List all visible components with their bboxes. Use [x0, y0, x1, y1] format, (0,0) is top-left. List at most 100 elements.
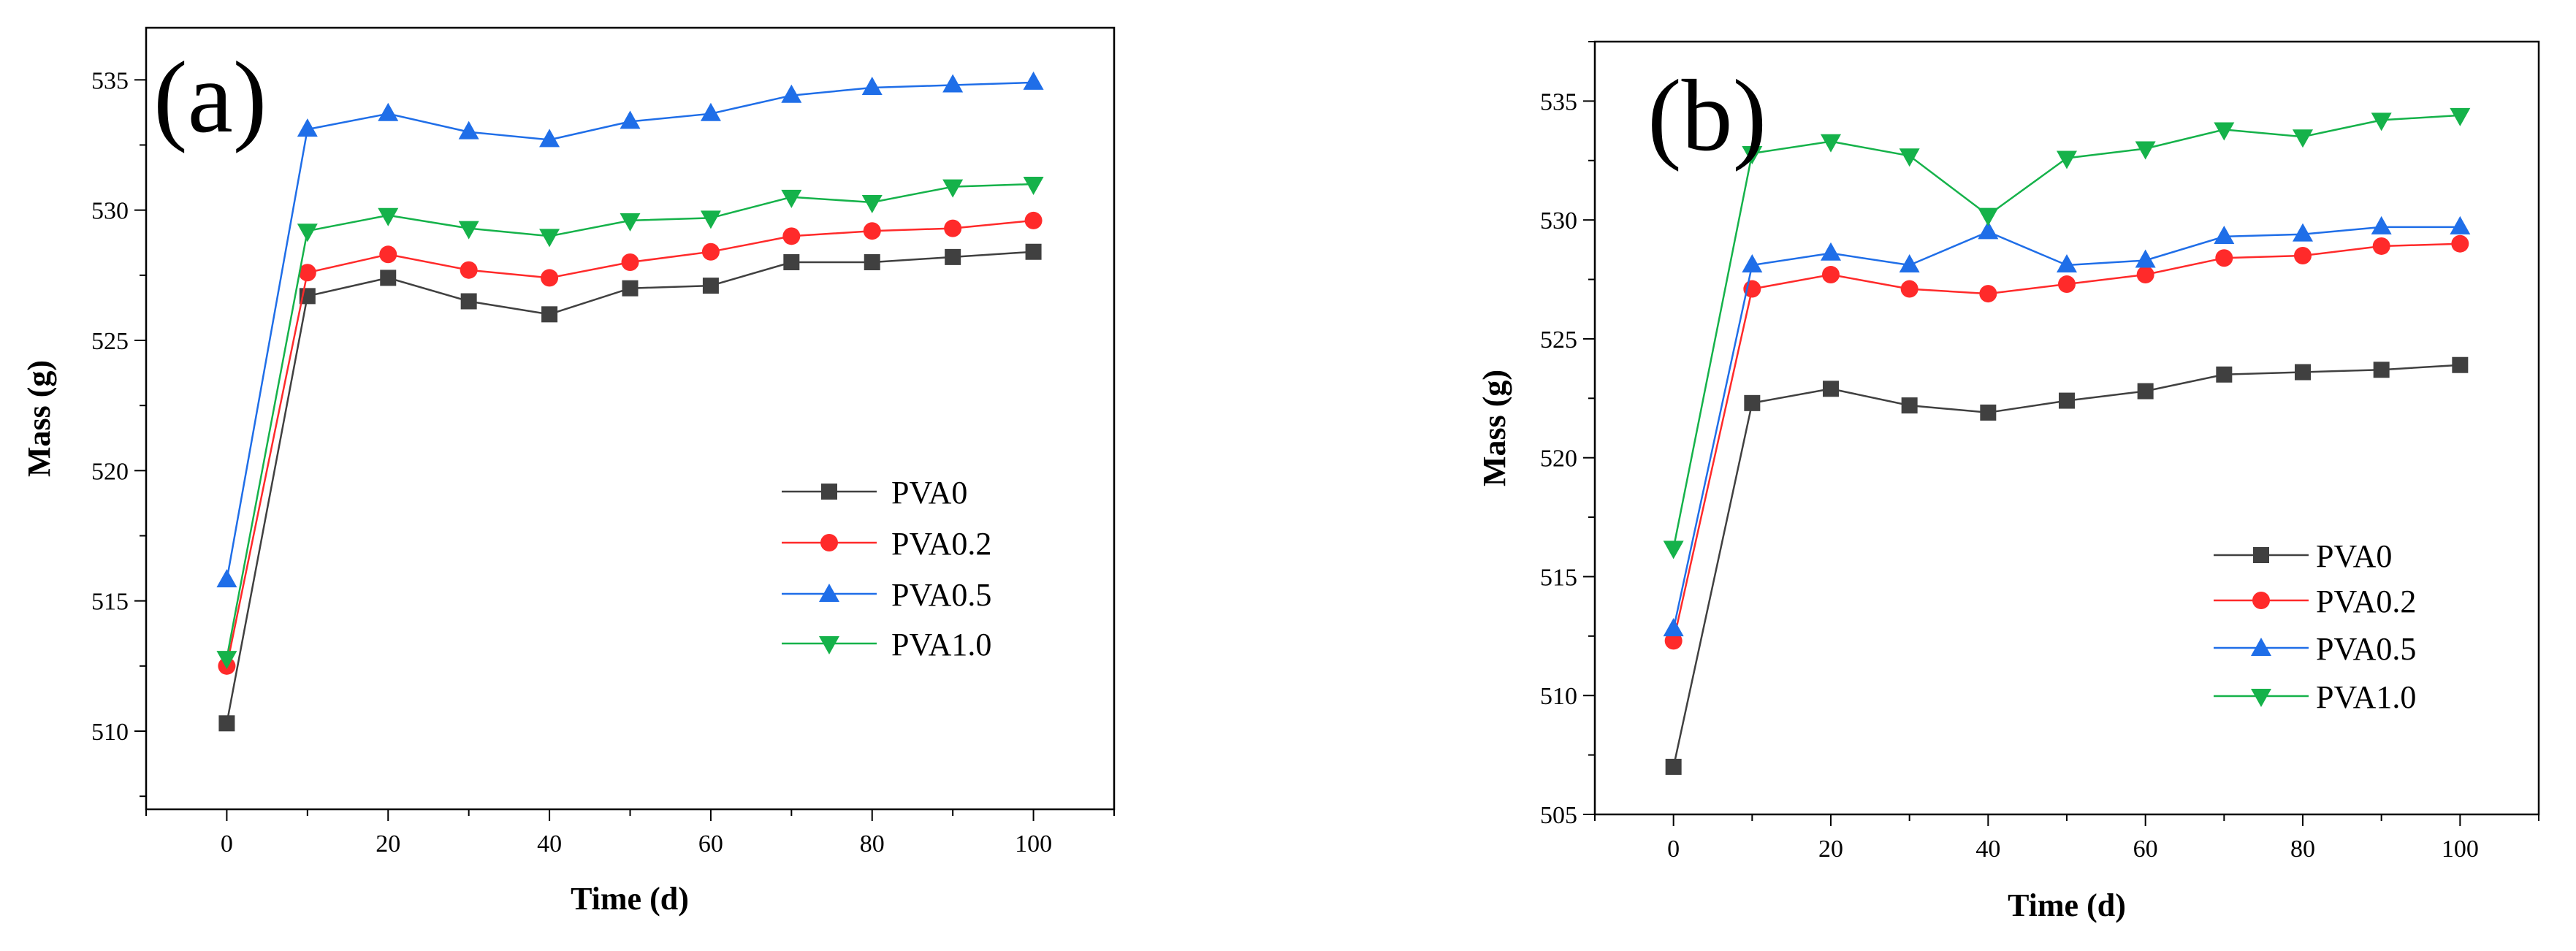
data-point-pva1-0 [2450, 107, 2471, 126]
data-point-pva0-2 [1979, 285, 1997, 303]
data-point-pva0 [1025, 243, 1042, 260]
data-point-pva0-5 [216, 569, 237, 588]
data-point-pva0-2 [541, 269, 559, 287]
data-point-pva0-2 [1024, 211, 1043, 229]
x-tick-label: 80 [2290, 836, 2315, 863]
panel-b-x-axis-title: Time (d) [2008, 887, 2126, 923]
data-point-pva0-5 [458, 121, 479, 140]
legend-entry-pva0-5: PVA0.5 [2214, 631, 2416, 667]
data-point-pva1-0 [1742, 146, 1763, 165]
series-pva0-2 [218, 211, 1043, 675]
data-point-pva0 [1744, 394, 1761, 411]
data-point-pva0-2 [2136, 266, 2154, 284]
series-pva0 [1665, 356, 2469, 775]
data-point-pva0 [2373, 362, 2390, 378]
legend-entry-pva0: PVA0 [2214, 538, 2392, 574]
data-point-pva1-0 [2371, 112, 2392, 131]
data-point-pva0-2 [1822, 266, 1840, 284]
data-point-pva0-5 [942, 74, 964, 93]
series-pva0-5 [1663, 215, 2471, 637]
legend-marker-circle [2252, 592, 2270, 609]
x-tick-label: 20 [1818, 836, 1843, 863]
data-point-pva0 [702, 278, 719, 294]
data-point-pva0 [622, 280, 639, 297]
data-point-pva0-5 [2293, 223, 2313, 242]
y-tick-label: 535 [1540, 88, 1577, 115]
data-point-pva1-0 [1899, 148, 1920, 167]
data-point-pva0-5 [861, 77, 883, 96]
data-point-pva1-0 [297, 224, 318, 242]
x-tick-label: 80 [860, 830, 885, 858]
data-point-pva1-0 [1978, 207, 1999, 226]
data-point-pva0-5 [1978, 221, 1999, 240]
data-point-pva0-2 [379, 245, 397, 264]
data-point-pva0 [541, 306, 558, 323]
legend-entry-pva0-5: PVA0.5 [782, 577, 991, 613]
x-tick-label: 100 [1015, 830, 1052, 858]
panel-a: 0 20 40 60 80 100 510 515 520 525 530 535 (a) Time … [21, 26, 1116, 917]
legend-label-pva0: PVA0 [2316, 538, 2392, 574]
legend-entry-pva0-2: PVA0.2 [2214, 584, 2416, 619]
y-tick-label: 510 [1540, 683, 1577, 710]
y-tick-label: 525 [1540, 326, 1577, 354]
legend-label-pva0-5: PVA0.5 [891, 577, 991, 613]
data-point-pva0-2 [298, 264, 316, 282]
data-point-pva1-0 [216, 651, 237, 670]
legend-marker-triangle-up [819, 584, 839, 602]
data-point-pva1-0 [539, 229, 560, 248]
panel-a-y-axis-title: Mass (g) [21, 360, 57, 477]
legend-label-pva0: PVA0 [891, 475, 967, 511]
data-point-pva1-0 [620, 213, 641, 232]
data-point-pva0 [1980, 404, 1997, 421]
data-point-pva0-2 [460, 261, 478, 279]
data-point-pva0 [1901, 397, 1918, 414]
data-point-pva0-5 [1899, 254, 1920, 273]
panel-b: 0 20 40 60 80 100 505 510 515 520 525 530 535 (b) Ti… [1476, 40, 2540, 923]
data-point-pva0-2 [621, 253, 639, 271]
y-tick-label: 530 [1540, 207, 1577, 234]
data-point-pva0-5 [378, 102, 399, 121]
x-tick-label: 100 [2442, 836, 2479, 863]
data-point-pva1-0 [942, 179, 964, 198]
data-point-pva0-2 [2215, 249, 2233, 267]
y-tick-label: 530 [91, 198, 129, 225]
data-point-pva0 [2295, 364, 2311, 381]
legend-label-pva1-0: PVA1.0 [2316, 679, 2416, 715]
data-point-pva0-5 [700, 102, 721, 121]
legend-label-pva0-5: PVA0.5 [2316, 631, 2416, 667]
series-pva1-0 [216, 177, 1044, 670]
data-point-pva0-2 [2058, 275, 2076, 294]
data-point-pva0-2 [2451, 234, 2469, 253]
data-point-pva0-5 [620, 110, 641, 129]
data-point-pva1-0 [861, 194, 883, 213]
data-point-pva0-5 [539, 129, 560, 148]
data-point-pva0-2 [944, 219, 962, 237]
y-tick-label: 520 [91, 458, 129, 485]
data-point-pva0 [945, 248, 961, 265]
data-point-pva0-5 [2057, 254, 2077, 273]
data-point-pva0-5 [2450, 215, 2471, 234]
data-point-pva1-0 [2214, 122, 2235, 141]
data-point-pva0 [1823, 381, 1839, 397]
series-pva1-0 [1663, 107, 2471, 559]
legend-marker-triangle-down [2251, 689, 2271, 707]
data-point-pva1-0 [1023, 177, 1044, 195]
data-point-pva0-5 [1663, 618, 1684, 637]
data-point-pva1-0 [2135, 141, 2156, 160]
data-point-pva0-2 [2294, 246, 2312, 264]
y-tick-label: 525 [91, 328, 129, 355]
data-point-pva0 [218, 715, 235, 732]
y-tick-label: 515 [91, 589, 129, 616]
data-point-pva1-0 [1821, 134, 1841, 153]
data-point-pva0-5 [1742, 254, 1763, 273]
data-point-pva0 [864, 254, 880, 270]
data-point-pva1-0 [378, 207, 399, 226]
data-point-pva0 [783, 254, 800, 270]
legend-marker-triangle-up [2251, 638, 2271, 656]
data-point-pva0-5 [781, 84, 802, 103]
x-tick-label: 20 [376, 830, 400, 858]
data-point-pva0-5 [297, 118, 318, 137]
series-pva0-2 [1664, 234, 2469, 650]
legend-marker-circle [820, 534, 838, 551]
